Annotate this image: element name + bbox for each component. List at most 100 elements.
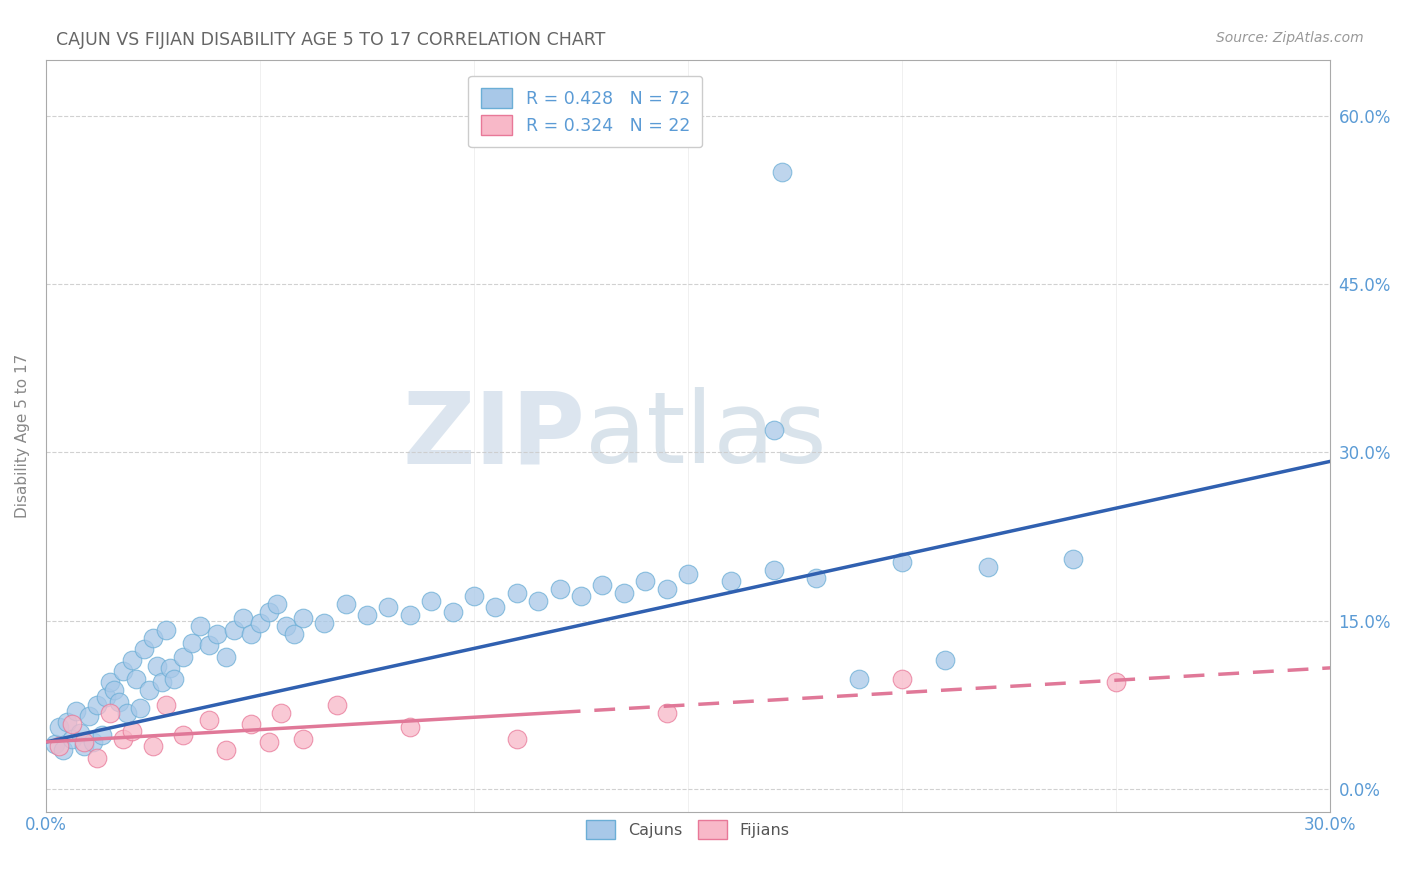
Point xyxy=(73,735,96,749)
Point xyxy=(266,597,288,611)
Point xyxy=(527,593,550,607)
Point xyxy=(86,698,108,712)
Point xyxy=(163,672,186,686)
Point xyxy=(188,619,211,633)
Point xyxy=(1062,552,1084,566)
Point xyxy=(270,706,292,720)
Point xyxy=(463,589,485,603)
Point xyxy=(762,563,785,577)
Point xyxy=(98,675,121,690)
Point xyxy=(155,698,177,712)
Point xyxy=(138,683,160,698)
Point xyxy=(720,574,742,589)
Point xyxy=(335,597,357,611)
Point xyxy=(103,683,125,698)
Point xyxy=(314,615,336,630)
Point xyxy=(90,728,112,742)
Point xyxy=(291,731,314,746)
Point xyxy=(224,623,246,637)
Point xyxy=(215,649,238,664)
Point xyxy=(613,585,636,599)
Point xyxy=(398,720,420,734)
Point xyxy=(770,165,793,179)
Point xyxy=(77,709,100,723)
Point xyxy=(655,706,678,720)
Point xyxy=(197,639,219,653)
Point xyxy=(172,649,194,664)
Point xyxy=(60,717,83,731)
Point xyxy=(121,653,143,667)
Point xyxy=(484,600,506,615)
Point xyxy=(86,750,108,764)
Point xyxy=(283,627,305,641)
Point xyxy=(591,578,613,592)
Point xyxy=(634,574,657,589)
Text: atlas: atlas xyxy=(585,387,827,484)
Text: ZIP: ZIP xyxy=(402,387,585,484)
Point xyxy=(150,675,173,690)
Point xyxy=(257,605,280,619)
Point xyxy=(82,735,104,749)
Point xyxy=(215,743,238,757)
Point xyxy=(48,739,70,754)
Point xyxy=(121,723,143,738)
Point xyxy=(891,672,914,686)
Point xyxy=(205,627,228,641)
Y-axis label: Disability Age 5 to 17: Disability Age 5 to 17 xyxy=(15,353,30,517)
Point xyxy=(232,611,254,625)
Point xyxy=(548,582,571,597)
Point xyxy=(441,605,464,619)
Point xyxy=(976,560,998,574)
Point xyxy=(806,571,828,585)
Point xyxy=(107,694,129,708)
Point xyxy=(65,704,87,718)
Point xyxy=(69,726,91,740)
Point xyxy=(94,690,117,704)
Point xyxy=(291,611,314,625)
Point xyxy=(891,555,914,569)
Point xyxy=(848,672,870,686)
Point xyxy=(142,739,165,754)
Point xyxy=(274,619,297,633)
Point xyxy=(159,661,181,675)
Point xyxy=(655,582,678,597)
Point xyxy=(420,593,443,607)
Point xyxy=(506,585,529,599)
Point xyxy=(240,627,263,641)
Point xyxy=(44,737,66,751)
Text: CAJUN VS FIJIAN DISABILITY AGE 5 TO 17 CORRELATION CHART: CAJUN VS FIJIAN DISABILITY AGE 5 TO 17 C… xyxy=(56,31,606,49)
Point xyxy=(197,713,219,727)
Point xyxy=(129,701,152,715)
Point xyxy=(117,706,139,720)
Point xyxy=(762,423,785,437)
Point xyxy=(60,731,83,746)
Point xyxy=(56,714,79,729)
Point xyxy=(569,589,592,603)
Point xyxy=(180,636,202,650)
Point xyxy=(73,739,96,754)
Point xyxy=(155,623,177,637)
Point xyxy=(142,631,165,645)
Point xyxy=(1105,675,1128,690)
Point xyxy=(326,698,349,712)
Point xyxy=(676,566,699,581)
Point xyxy=(356,608,378,623)
Point xyxy=(48,720,70,734)
Point xyxy=(249,615,271,630)
Point xyxy=(52,743,75,757)
Text: Source: ZipAtlas.com: Source: ZipAtlas.com xyxy=(1216,31,1364,45)
Point xyxy=(377,600,399,615)
Point xyxy=(257,735,280,749)
Point xyxy=(506,731,529,746)
Point xyxy=(134,641,156,656)
Point xyxy=(111,731,134,746)
Legend: Cajuns, Fijians: Cajuns, Fijians xyxy=(581,814,796,845)
Point xyxy=(398,608,420,623)
Point xyxy=(240,717,263,731)
Point xyxy=(111,665,134,679)
Point xyxy=(98,706,121,720)
Point xyxy=(172,728,194,742)
Point xyxy=(146,658,169,673)
Point xyxy=(125,672,148,686)
Point xyxy=(934,653,956,667)
